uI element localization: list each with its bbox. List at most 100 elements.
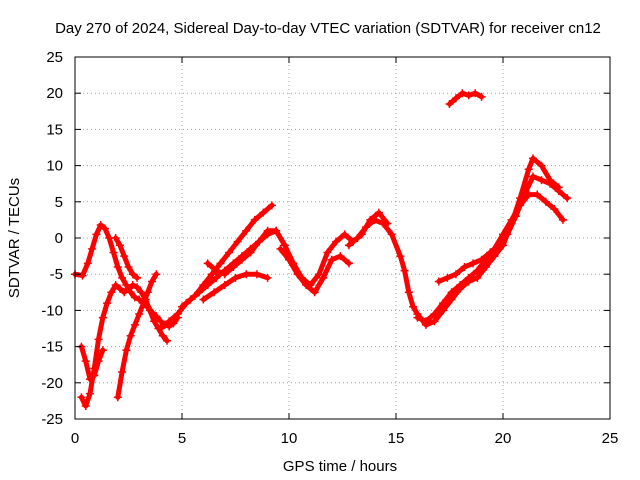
data-point bbox=[458, 89, 467, 98]
series-arc-d bbox=[113, 270, 161, 402]
data-point bbox=[558, 215, 567, 224]
data-point bbox=[130, 293, 139, 302]
data-point bbox=[503, 230, 512, 239]
series-trace bbox=[78, 344, 106, 382]
data-point bbox=[94, 335, 103, 344]
data-point bbox=[563, 194, 572, 203]
data-point bbox=[130, 320, 139, 329]
data-point bbox=[115, 241, 124, 250]
data-point bbox=[143, 288, 152, 297]
y-tick-label: -20 bbox=[41, 375, 63, 392]
data-point bbox=[103, 299, 112, 308]
data-point bbox=[203, 259, 212, 268]
data-point bbox=[310, 288, 319, 297]
series-trace bbox=[115, 271, 159, 400]
data-point bbox=[520, 190, 529, 199]
data-point bbox=[118, 367, 127, 376]
y-tick-label: -25 bbox=[41, 411, 63, 428]
data-point bbox=[111, 281, 120, 290]
data-point bbox=[252, 270, 261, 279]
data-point bbox=[152, 270, 161, 279]
data-point bbox=[231, 273, 240, 282]
data-point bbox=[293, 270, 302, 279]
data-point bbox=[554, 186, 563, 195]
data-point bbox=[81, 401, 90, 410]
data-point bbox=[173, 310, 182, 319]
data-point bbox=[332, 237, 341, 246]
data-point bbox=[133, 283, 142, 292]
data-point bbox=[524, 165, 533, 174]
data-point bbox=[246, 248, 255, 257]
data-point bbox=[344, 259, 353, 268]
data-point bbox=[203, 281, 212, 290]
data-point bbox=[464, 273, 473, 282]
series-arc-a bbox=[71, 220, 182, 331]
data-point bbox=[272, 226, 281, 235]
y-tick-label: -15 bbox=[41, 339, 63, 356]
data-point bbox=[471, 89, 480, 98]
data-point bbox=[94, 357, 103, 366]
data-point bbox=[156, 324, 165, 333]
data-point bbox=[133, 273, 142, 282]
data-point bbox=[90, 371, 99, 380]
data-point bbox=[100, 224, 109, 233]
data-point bbox=[92, 230, 101, 239]
data-point bbox=[263, 226, 272, 235]
x-tick-label: 10 bbox=[281, 430, 298, 447]
data-point bbox=[344, 241, 353, 250]
data-point bbox=[413, 313, 422, 322]
data-point bbox=[285, 255, 293, 264]
data-point bbox=[434, 277, 443, 286]
data-point bbox=[118, 273, 127, 282]
data-point bbox=[528, 172, 537, 181]
data-point bbox=[165, 317, 174, 326]
data-point bbox=[98, 346, 107, 355]
data-point bbox=[340, 230, 349, 239]
data-point bbox=[83, 259, 92, 268]
data-point bbox=[456, 281, 465, 290]
data-point bbox=[451, 94, 460, 103]
data-point bbox=[250, 215, 259, 224]
data-point bbox=[107, 288, 116, 297]
y-tick-label: 20 bbox=[46, 85, 63, 102]
data-point bbox=[124, 284, 133, 293]
data-point bbox=[550, 205, 559, 214]
data-point bbox=[148, 277, 157, 286]
y-tick-label: -5 bbox=[50, 266, 63, 283]
data-point bbox=[212, 273, 221, 282]
series-arc-k bbox=[344, 154, 563, 329]
data-point bbox=[477, 255, 486, 264]
data-point bbox=[302, 281, 311, 290]
data-point bbox=[233, 237, 242, 246]
data-point bbox=[486, 248, 495, 257]
data-point bbox=[178, 302, 186, 311]
data-point bbox=[126, 331, 135, 340]
data-point bbox=[113, 393, 122, 402]
data-point bbox=[150, 317, 159, 326]
x-tick-label: 15 bbox=[388, 430, 405, 447]
data-point bbox=[207, 270, 216, 279]
x-tick-label: 5 bbox=[178, 430, 186, 447]
data-point bbox=[122, 346, 131, 355]
x-tick-label: 25 bbox=[602, 430, 619, 447]
series-trace bbox=[436, 174, 570, 284]
data-point bbox=[362, 223, 371, 232]
data-point bbox=[220, 270, 229, 279]
y-tick-label: -10 bbox=[41, 302, 63, 319]
series-arc-m bbox=[434, 172, 572, 286]
series-arc-n bbox=[445, 89, 486, 109]
series-arc-l bbox=[413, 190, 567, 326]
x-tick-label: 20 bbox=[495, 430, 512, 447]
data-point bbox=[546, 179, 555, 188]
data-point bbox=[443, 273, 452, 282]
data-point bbox=[145, 306, 154, 315]
data-point bbox=[267, 201, 276, 210]
y-tick-label: 5 bbox=[55, 194, 63, 211]
data-point bbox=[319, 273, 328, 282]
data-point bbox=[541, 197, 550, 206]
data-point bbox=[78, 271, 87, 280]
data-point bbox=[225, 248, 234, 257]
data-point bbox=[237, 255, 246, 264]
data-point bbox=[400, 266, 409, 275]
data-point bbox=[212, 266, 221, 275]
